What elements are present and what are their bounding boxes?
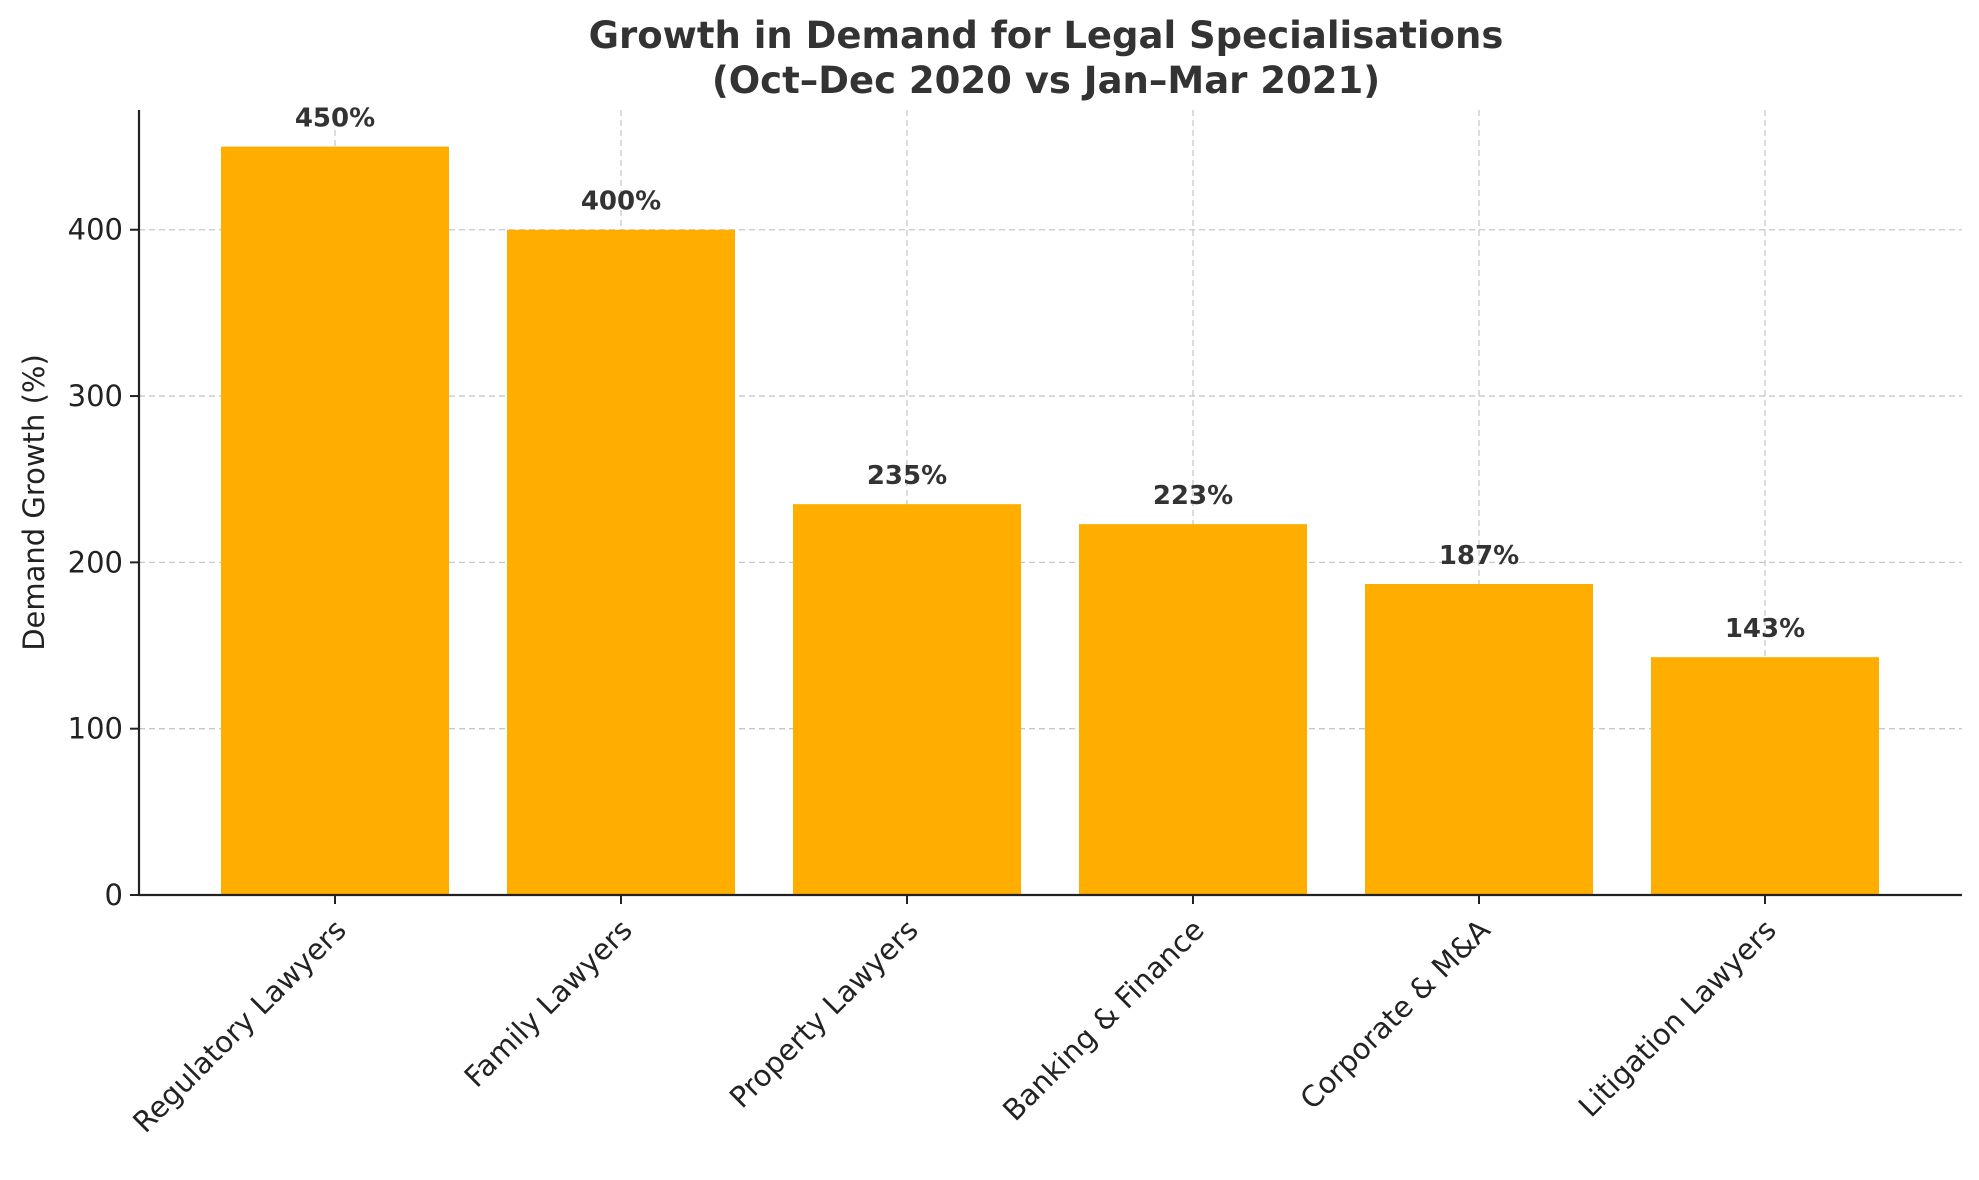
bar — [1365, 583, 1593, 895]
y-tick-label: 100 — [68, 712, 123, 746]
bar — [1651, 657, 1879, 895]
chart-title-line-2: (Oct–Dec 2020 vs Jan–Mar 2021) — [712, 59, 1380, 102]
x-tick-label: Corporate & M&A — [1293, 913, 1496, 1116]
x-tick-label: Property Lawyers — [723, 913, 925, 1115]
y-tick-label: 0 — [105, 878, 123, 912]
bar — [221, 146, 449, 895]
x-tick-label: Litigation Lawyers — [1572, 913, 1783, 1124]
y-tick-label: 200 — [68, 545, 123, 579]
data-label: 235% — [867, 461, 947, 491]
y-tick-label: 300 — [68, 379, 123, 413]
y-tick-label: 400 — [68, 213, 123, 247]
axes — [130, 110, 1962, 904]
data-label: 450% — [295, 104, 375, 134]
x-tick-label: Banking & Finance — [996, 913, 1211, 1128]
bar — [793, 504, 1021, 895]
bar — [1079, 524, 1307, 895]
y-axis-label: Demand Growth (%) — [17, 354, 51, 651]
x-tick-label: Regulatory Lawyers — [126, 913, 353, 1140]
data-label: 223% — [1153, 481, 1233, 511]
data-label: 187% — [1439, 541, 1519, 571]
bars — [221, 146, 1879, 896]
chart-title-line-1: Growth in Demand for Legal Specialisatio… — [589, 14, 1504, 57]
bar — [507, 229, 735, 896]
data-label: 143% — [1725, 614, 1805, 644]
data-label: 400% — [581, 187, 661, 217]
x-tick-label: Family Lawyers — [458, 913, 639, 1094]
